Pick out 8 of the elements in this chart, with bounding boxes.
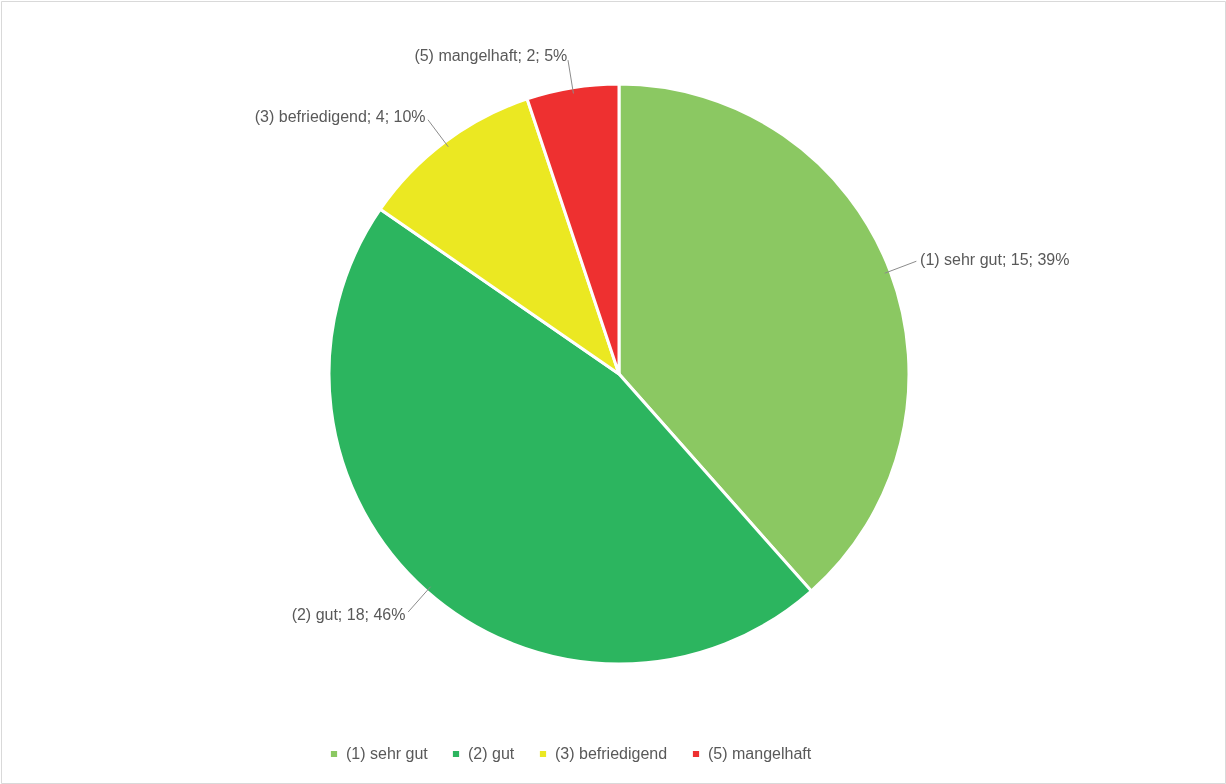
legend-label: (1) sehr gut (346, 745, 429, 762)
data-label: (2) gut; 18; 46% (291, 606, 406, 624)
data-label: (3) befriedigend; 4; 10% (254, 107, 426, 125)
legend-label: (5) mangelhaft (708, 745, 812, 762)
data-label: (5) mangelhaft; 2; 5% (414, 47, 568, 65)
legend-label: (2) gut (468, 745, 515, 762)
legend-label: (3) befriedigend (555, 745, 668, 762)
data-label: (1) sehr gut; 15; 39% (920, 250, 1070, 268)
